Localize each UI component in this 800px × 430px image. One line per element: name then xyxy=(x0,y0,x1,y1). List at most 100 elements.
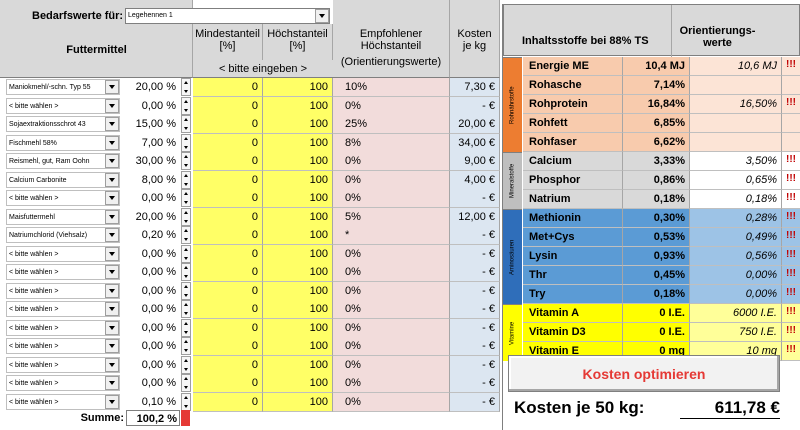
hoechst-input[interactable]: 100 xyxy=(263,226,333,245)
spinner-icon[interactable] xyxy=(181,263,191,281)
feed-select[interactable]: < bitte wählen > xyxy=(6,375,120,391)
mindest-input[interactable]: 0 xyxy=(193,374,263,393)
chevron-down-icon[interactable] xyxy=(105,210,119,224)
spinner-icon[interactable] xyxy=(181,78,191,96)
mindest-input[interactable]: 0 xyxy=(193,171,263,190)
spinner-icon[interactable] xyxy=(181,208,191,226)
hoechst-input[interactable]: 100 xyxy=(263,208,333,227)
summe-warning-cell xyxy=(181,410,190,426)
mindest-input[interactable]: 0 xyxy=(193,152,263,171)
spinner-icon[interactable] xyxy=(181,189,191,207)
nutrient-value: 0,30% xyxy=(623,209,690,228)
chevron-down-icon[interactable] xyxy=(105,136,119,150)
feed-select[interactable]: < bitte wählen > xyxy=(6,264,120,280)
cost-value: 4,00 € xyxy=(450,171,500,190)
nutrient-row: Vitamin D3 0 I.E. 750 I.E. !!! xyxy=(523,323,800,342)
spinner-icon[interactable] xyxy=(181,97,191,115)
chevron-down-icon[interactable] xyxy=(105,284,119,298)
mindest-input[interactable]: 0 xyxy=(193,134,263,153)
feed-select[interactable]: Maisfuttermehl xyxy=(6,209,120,225)
mindest-input[interactable]: 0 xyxy=(193,78,263,97)
spinner-icon[interactable] xyxy=(181,282,191,300)
feed-select[interactable]: < bitte wählen > xyxy=(6,338,120,354)
mindest-input[interactable]: 0 xyxy=(193,226,263,245)
mindest-input[interactable]: 0 xyxy=(193,97,263,116)
feed-select[interactable]: < bitte wählen > xyxy=(6,320,120,336)
spinner-icon[interactable] xyxy=(181,300,191,318)
chevron-down-icon[interactable] xyxy=(105,80,119,94)
spinner-icon[interactable] xyxy=(181,152,191,170)
mindest-input[interactable]: 0 xyxy=(193,319,263,338)
spinner-icon[interactable] xyxy=(181,319,191,337)
chevron-down-icon[interactable] xyxy=(105,99,119,113)
chevron-down-icon[interactable] xyxy=(105,265,119,279)
chevron-down-icon[interactable] xyxy=(105,173,119,187)
mindest-input[interactable]: 0 xyxy=(193,300,263,319)
feed-select[interactable]: Reismehl, gut, Ram Oohn xyxy=(6,153,120,169)
feed-select[interactable]: Maniokmehl/-schn. Typ 55 xyxy=(6,79,120,95)
feed-select[interactable]: < bitte wählen > xyxy=(6,394,120,410)
feed-select[interactable]: Calcium Carbonite xyxy=(6,172,120,188)
hoechst-input[interactable]: 100 xyxy=(263,245,333,264)
mindest-input[interactable]: 0 xyxy=(193,337,263,356)
hoechst-input[interactable]: 100 xyxy=(263,337,333,356)
chevron-down-icon[interactable] xyxy=(105,302,119,316)
feed-select[interactable]: < bitte wählen > xyxy=(6,190,120,206)
spinner-icon[interactable] xyxy=(181,115,191,133)
hoechst-input[interactable]: 100 xyxy=(263,282,333,301)
feed-select[interactable]: < bitte wählen > xyxy=(6,357,120,373)
spinner-icon[interactable] xyxy=(181,245,191,263)
chevron-down-icon[interactable] xyxy=(315,9,329,23)
hoechst-input[interactable]: 100 xyxy=(263,356,333,375)
feed-select[interactable]: Fischmehl 58% xyxy=(6,135,120,151)
chevron-down-icon[interactable] xyxy=(105,191,119,205)
mindest-input[interactable]: 0 xyxy=(193,356,263,375)
hoechst-input[interactable]: 100 xyxy=(263,152,333,171)
chevron-down-icon[interactable] xyxy=(105,395,119,409)
hoechst-input[interactable]: 100 xyxy=(263,78,333,97)
chevron-down-icon[interactable] xyxy=(105,376,119,390)
mindest-input[interactable]: 0 xyxy=(193,189,263,208)
mindest-input[interactable]: 0 xyxy=(193,282,263,301)
spinner-icon[interactable] xyxy=(181,337,191,355)
spinner-icon[interactable] xyxy=(181,356,191,374)
chevron-down-icon[interactable] xyxy=(105,247,119,261)
spinner-icon[interactable] xyxy=(181,374,191,392)
chevron-down-icon[interactable] xyxy=(105,339,119,353)
hoechst-input[interactable]: 100 xyxy=(263,189,333,208)
hoechst-input[interactable]: 100 xyxy=(263,97,333,116)
kosten-optimieren-button[interactable]: Kosten optimieren xyxy=(508,355,780,392)
empf-line3: (Orientierungswerte) xyxy=(340,56,442,68)
chevron-down-icon[interactable] xyxy=(105,358,119,372)
table-row: Reismehl, gut, Ram Oohn 30,00 % 0 100 0%… xyxy=(0,152,500,171)
feed-select[interactable]: < bitte wählen > xyxy=(6,246,120,262)
chevron-down-icon[interactable] xyxy=(105,321,119,335)
hoechst-input[interactable]: 100 xyxy=(263,300,333,319)
feed-name: < bitte wählen > xyxy=(9,269,59,276)
hoechst-input[interactable]: 100 xyxy=(263,134,333,153)
feed-select[interactable]: < bitte wählen > xyxy=(6,283,120,299)
feed-select[interactable]: Sojaextraktionsschrot 43 xyxy=(6,116,120,132)
spinner-icon[interactable] xyxy=(181,226,191,244)
hoechst-input[interactable]: 100 xyxy=(263,115,333,134)
mindest-input[interactable]: 0 xyxy=(193,208,263,227)
spinner-icon[interactable] xyxy=(181,134,191,152)
chevron-down-icon[interactable] xyxy=(105,154,119,168)
hoechst-input[interactable]: 100 xyxy=(263,171,333,190)
mindest-input[interactable]: 0 xyxy=(193,263,263,282)
bedarf-dropdown[interactable]: Legehennen 1 xyxy=(125,8,330,24)
feed-select[interactable]: < bitte wählen > xyxy=(6,98,120,114)
spinner-icon[interactable] xyxy=(181,171,191,189)
hoechst-input[interactable]: 100 xyxy=(263,263,333,282)
chevron-down-icon[interactable] xyxy=(105,117,119,131)
feed-select[interactable]: Natriumchlorid (Viehsalz) xyxy=(6,227,120,243)
mindest-input[interactable]: 0 xyxy=(193,115,263,134)
hoechst-input[interactable]: 100 xyxy=(263,319,333,338)
hoechst-input[interactable]: 100 xyxy=(263,393,333,412)
hoechst-input[interactable]: 100 xyxy=(263,374,333,393)
mindest-input[interactable]: 0 xyxy=(193,393,263,412)
feed-select[interactable]: < bitte wählen > xyxy=(6,301,120,317)
spinner-icon[interactable] xyxy=(181,393,191,411)
chevron-down-icon[interactable] xyxy=(105,228,119,242)
mindest-input[interactable]: 0 xyxy=(193,245,263,264)
